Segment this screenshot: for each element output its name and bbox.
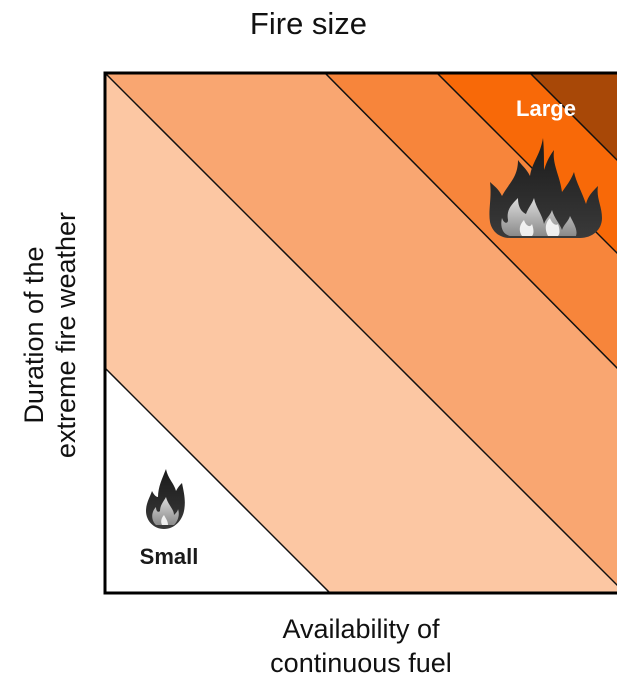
divider-line-3 [324, 73, 617, 369]
small-flame-icon [146, 469, 185, 529]
x-axis-label-line-1: Availability of [282, 614, 440, 644]
large-flames-icon [489, 138, 602, 238]
x-axis-label: Availability of continuous fuel [105, 612, 617, 680]
plot-frame [103, 71, 617, 595]
x-axis-label-line-2: continuous fuel [270, 648, 452, 678]
divider-line-2 [105, 73, 617, 587]
band-1 [105, 73, 617, 593]
diagram-title: Fire size [249, 6, 368, 41]
large-label: Large [516, 96, 576, 121]
small-label: Small [140, 544, 199, 569]
divider-line-1 [105, 367, 331, 593]
divider-line-5 [529, 73, 617, 162]
